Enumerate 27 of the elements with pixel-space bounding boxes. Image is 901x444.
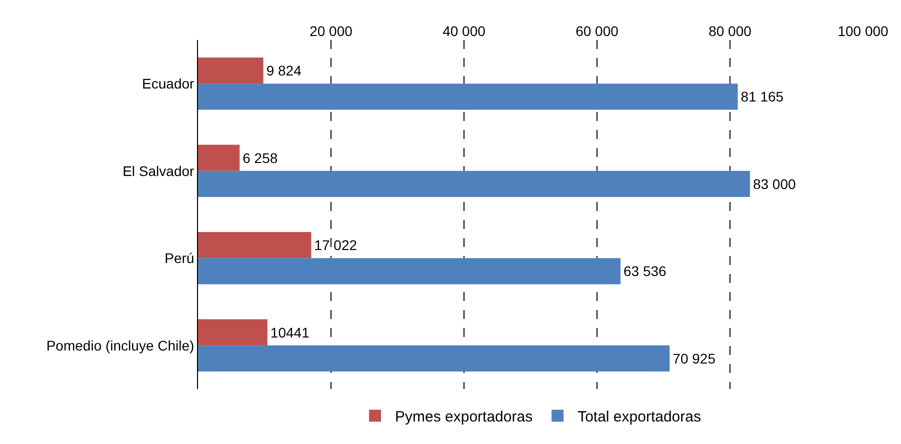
data-label: 9 824 <box>266 62 302 79</box>
data-label: 70 925 <box>672 350 716 366</box>
data-label: 81 165 <box>740 88 784 105</box>
x-tick-label: 40 000 <box>442 23 486 40</box>
data-label: 17 022 <box>314 237 358 254</box>
legend-label: Pymes exportadoras <box>395 408 533 426</box>
y-tick-label: Perú <box>164 250 194 266</box>
x-tick-label: 100 000 <box>838 23 889 40</box>
x-tick-label: 20 000 <box>310 23 353 40</box>
bar <box>198 319 268 346</box>
y-tick-label: Ecuador <box>142 76 195 92</box>
bar <box>198 170 750 198</box>
data-label: 6 258 <box>242 150 278 166</box>
bar <box>198 144 240 171</box>
x-tick-label: 80 000 <box>708 23 752 40</box>
bar <box>198 232 312 258</box>
bar <box>198 57 264 84</box>
bar <box>198 345 670 372</box>
y-tick-label: Pomedio (incluye Chile) <box>46 337 194 354</box>
data-label: 63 536 <box>624 263 667 280</box>
y-tick-label: El Salvador <box>122 162 195 179</box>
legend-label: Total exportadoras <box>578 408 701 426</box>
data-label: 10441 <box>270 324 310 340</box>
x-tick-label: 60 000 <box>576 23 619 40</box>
bar <box>198 258 621 284</box>
data-label: 83 000 <box>752 176 796 192</box>
bar <box>198 84 738 110</box>
